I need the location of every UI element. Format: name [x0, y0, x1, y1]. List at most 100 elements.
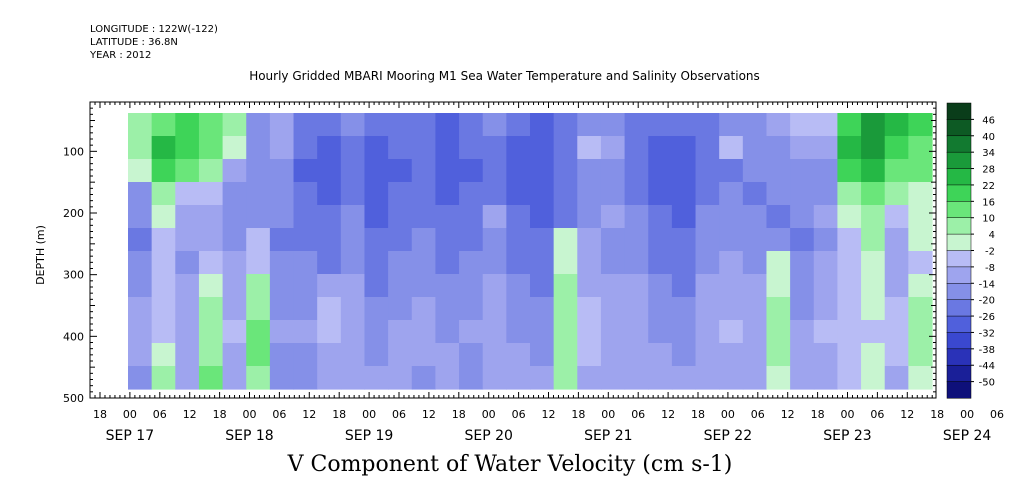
heatmap-cell — [435, 297, 460, 321]
heatmap-cell — [884, 274, 909, 298]
heatmap-cell — [317, 274, 342, 298]
heatmap-cell — [884, 182, 909, 206]
colorbar-swatch — [946, 217, 972, 235]
colorbar-label: 28 — [982, 165, 995, 176]
x-axis-title: V Component of Water Velocity (cm s-1) — [287, 452, 733, 477]
heatmap-cell — [861, 159, 886, 183]
heatmap-cell — [648, 366, 673, 390]
colorbar-label: 46 — [982, 115, 995, 126]
heatmap-cell — [553, 113, 578, 137]
heatmap-cell — [175, 320, 200, 344]
colorbar-swatch — [946, 119, 972, 137]
y-axis-label: DEPTH (m) — [34, 225, 47, 285]
heatmap-cell — [790, 297, 815, 321]
heatmap-cell — [222, 159, 247, 183]
x-hour-label: 18 — [691, 408, 705, 421]
x-hour-label: 18 — [213, 408, 227, 421]
heatmap-cell — [128, 113, 153, 137]
heatmap-cell — [719, 113, 744, 137]
heatmap-cell — [222, 297, 247, 321]
heatmap-cell — [198, 113, 224, 137]
heatmap-cell — [128, 205, 153, 229]
heatmap-cell — [175, 182, 200, 206]
heatmap-cell — [411, 274, 437, 298]
heatmap-cell — [128, 320, 153, 344]
heatmap-cell — [648, 228, 673, 252]
heatmap-cell — [553, 159, 578, 183]
heatmap-cell — [435, 228, 460, 252]
y-tick-labels: 100 200 300 400 500 — [63, 145, 84, 405]
heatmap-cell — [151, 182, 176, 206]
heatmap-cell — [719, 343, 744, 367]
colorbar-swatch — [946, 201, 972, 219]
heatmap-cell — [790, 274, 815, 298]
latitude-label: LATITUDE : 36.8N — [90, 37, 178, 48]
heatmap-cell — [482, 205, 507, 229]
x-day-label: SEP 21 — [584, 428, 632, 444]
heatmap-cell — [766, 297, 791, 321]
heatmap-cell — [175, 113, 200, 137]
heatmap-cell — [128, 251, 153, 275]
heatmap-cell — [530, 136, 555, 160]
x-hour-label: 18 — [571, 408, 585, 421]
heatmap-cell — [506, 251, 531, 275]
heatmap-cell — [340, 343, 366, 367]
heatmap-cell — [530, 366, 555, 390]
heatmap-cell — [530, 251, 555, 275]
heatmap-cell — [695, 274, 720, 298]
heatmap-cell — [600, 366, 626, 390]
heatmap-cell — [790, 159, 815, 183]
x-hour-label: 18 — [930, 408, 944, 421]
colorbar-label: -44 — [979, 361, 995, 372]
heatmap-cell — [198, 274, 224, 298]
heatmap-cell — [813, 320, 839, 344]
heatmap-cell — [151, 297, 176, 321]
heatmap-cell — [293, 251, 318, 275]
colorbar-label: -32 — [979, 328, 995, 339]
heatmap-cell — [317, 159, 342, 183]
heatmap-cell — [577, 297, 602, 321]
heatmap-cell — [293, 136, 318, 160]
heatmap-cell — [553, 366, 578, 390]
heatmap-cell — [695, 251, 720, 275]
heatmap-cell — [837, 274, 862, 298]
heatmap-cell — [695, 205, 720, 229]
heatmap-cell — [151, 205, 176, 229]
heatmap-cell — [128, 228, 153, 252]
colorbar-swatch — [946, 283, 972, 301]
heatmap-cell — [648, 320, 673, 344]
colorbar-label: -8 — [985, 263, 995, 274]
heatmap-cell — [600, 297, 626, 321]
heatmap-cell — [269, 182, 295, 206]
x-hour-label: 06 — [392, 408, 406, 421]
heatmap-cell — [293, 205, 318, 229]
x-day-label: SEP 17 — [106, 428, 154, 444]
x-hour-label: 06 — [990, 408, 1004, 421]
heatmap-cell — [175, 251, 200, 275]
heatmap-cell — [506, 205, 531, 229]
heatmap-cell — [884, 205, 909, 229]
x-hour-label: 18 — [452, 408, 466, 421]
heatmap-cell — [742, 159, 768, 183]
heatmap-cell — [884, 113, 909, 137]
heatmap-cell — [648, 136, 673, 160]
heatmap-cell — [624, 251, 649, 275]
colorbar-swatch — [946, 184, 972, 202]
heatmap-cell — [861, 228, 886, 252]
heatmap-cell — [624, 205, 649, 229]
heatmap-cell — [908, 205, 933, 229]
heatmap-cell — [742, 182, 768, 206]
heatmap-cell — [577, 320, 602, 344]
heatmap-cell — [269, 320, 295, 344]
heatmap-cell — [340, 182, 366, 206]
heatmap-cell — [884, 343, 909, 367]
colorbar-label: 34 — [982, 148, 995, 159]
heatmap-cell — [411, 205, 437, 229]
heatmap-cell — [884, 228, 909, 252]
heatmap-cell — [742, 136, 768, 160]
heatmap-cell — [861, 182, 886, 206]
heatmap-cell — [435, 320, 460, 344]
heatmap-cell — [364, 274, 389, 298]
heatmap-cell — [411, 136, 437, 160]
heatmap-cell — [553, 136, 578, 160]
